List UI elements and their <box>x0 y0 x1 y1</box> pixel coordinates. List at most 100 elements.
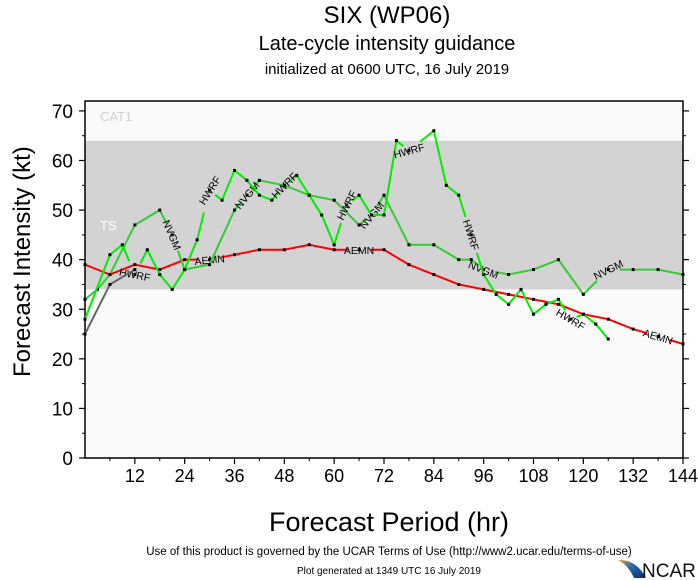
y-tick-label: 60 <box>52 152 73 173</box>
data-point-nvgm <box>606 268 610 272</box>
y-tick-label: 50 <box>52 201 73 222</box>
data-point-hwrf <box>320 213 324 217</box>
data-point-aemn <box>606 317 610 321</box>
series-line-nvgm <box>494 258 598 296</box>
data-point-hwrf <box>544 302 548 306</box>
data-point-nvgm <box>407 243 411 247</box>
data-point-hwrf <box>357 193 361 197</box>
x-tick-label: 60 <box>324 466 344 486</box>
data-point-hwrf <box>519 287 523 291</box>
series-label-aemn: AEMN <box>194 253 225 268</box>
data-point-nvgm <box>681 273 685 277</box>
data-point-nvgm <box>208 263 212 267</box>
band-label-cat1: CAT1 <box>100 109 132 124</box>
data-point-hwrf <box>469 233 473 237</box>
data-point-hwrf <box>482 273 486 277</box>
data-point-aemn <box>507 292 511 296</box>
data-point-aemn <box>158 268 162 272</box>
data-point-aemn <box>233 253 236 257</box>
x-tick-label: 108 <box>518 466 548 486</box>
data-point-hwrf <box>83 317 87 321</box>
generated-time: Plot generated at 1349 UTC 16 July 2019 <box>296 566 481 577</box>
data-point-hwrf <box>270 198 274 202</box>
data-point-aemn <box>556 302 560 306</box>
data-point-aemn <box>183 258 187 262</box>
data-point-hwrf <box>170 287 174 291</box>
data-point-aemn <box>681 342 685 346</box>
ncar-logo: NCAR <box>618 559 696 579</box>
data-point-aemn <box>656 335 660 339</box>
data-point-aemn <box>532 297 535 301</box>
data-point-hwrf <box>494 292 498 296</box>
data-point-aemn <box>382 248 386 252</box>
data-point-hwrf <box>133 273 137 277</box>
x-tick-label: 84 <box>424 466 444 486</box>
data-point-hwrf <box>108 253 112 257</box>
x-tick-label: 48 <box>274 466 294 486</box>
data-point-hwrf <box>532 312 535 316</box>
data-point-aemn <box>631 327 635 331</box>
data-point-hwrf <box>394 139 398 143</box>
svg-text:NCAR: NCAR <box>642 561 696 579</box>
data-point-nvgm <box>332 198 336 202</box>
data-point-aemn <box>83 263 87 267</box>
data-point-nvgm <box>482 268 486 272</box>
series-line-hwrf <box>576 313 610 340</box>
series-series-3 <box>83 268 137 336</box>
data-point-nvgm <box>581 292 585 296</box>
data-point-series-3 <box>83 332 87 336</box>
data-point-hwrf <box>556 297 560 301</box>
data-point-hwrf <box>233 168 236 172</box>
y-tick-label: 30 <box>52 300 73 321</box>
chart-title: SIX (WP06) <box>323 2 451 29</box>
data-point-aemn <box>307 243 311 247</box>
init-time: initialized at 0600 UTC, 16 July 2019 <box>264 61 510 78</box>
x-tick-label: 144 <box>668 466 698 486</box>
data-point-nvgm <box>170 233 174 237</box>
y-tick-label: 70 <box>52 102 73 123</box>
data-point-nvgm <box>532 268 535 272</box>
x-tick-label: 132 <box>618 466 648 486</box>
band-label-ts: TS <box>100 218 117 233</box>
series-line-aemn <box>669 338 684 345</box>
band-cat1 <box>85 101 683 141</box>
data-point-aemn <box>133 263 137 267</box>
data-point-hwrf <box>370 213 374 217</box>
data-point-hwrf <box>195 238 199 242</box>
series-line-aemn <box>84 258 199 276</box>
data-point-aemn <box>357 248 361 252</box>
data-point-hwrf <box>606 337 610 341</box>
data-point-hwrf <box>432 129 436 133</box>
data-point-aemn <box>457 282 461 286</box>
data-point-hwrf <box>569 317 573 321</box>
data-point-nvgm <box>245 193 249 197</box>
data-point-aemn <box>332 248 336 252</box>
data-point-aemn <box>208 258 212 262</box>
data-point-hwrf <box>208 188 212 192</box>
data-point-nvgm <box>158 208 162 212</box>
data-point-hwrf <box>257 193 261 197</box>
data-point-hwrf <box>245 178 249 182</box>
x-tick-label: 24 <box>175 466 195 486</box>
x-tick-label: 120 <box>568 466 598 486</box>
data-point-nvgm <box>257 178 261 182</box>
data-point-hwrf <box>594 322 598 326</box>
chart-subtitle: Late-cycle intensity guidance <box>258 33 516 55</box>
x-tick-label: 12 <box>125 466 145 486</box>
data-point-nvgm <box>83 297 87 301</box>
series-line-hwrf <box>84 243 131 320</box>
data-point-hwrf <box>145 248 149 252</box>
data-point-nvgm <box>457 258 461 262</box>
series-label-aemn: AEMN <box>344 245 374 257</box>
data-point-aemn <box>257 248 261 252</box>
data-point-hwrf <box>444 183 448 187</box>
x-tick-label: 72 <box>374 466 394 486</box>
x-axis-label: Forecast Period (hr) <box>268 507 510 537</box>
data-point-nvgm <box>432 243 436 247</box>
data-point-hwrf <box>407 149 411 153</box>
y-tick-label: 0 <box>62 449 73 470</box>
x-tick-label: 96 <box>474 466 494 486</box>
data-point-nvgm <box>108 273 112 277</box>
x-tick-label: 36 <box>224 466 244 486</box>
